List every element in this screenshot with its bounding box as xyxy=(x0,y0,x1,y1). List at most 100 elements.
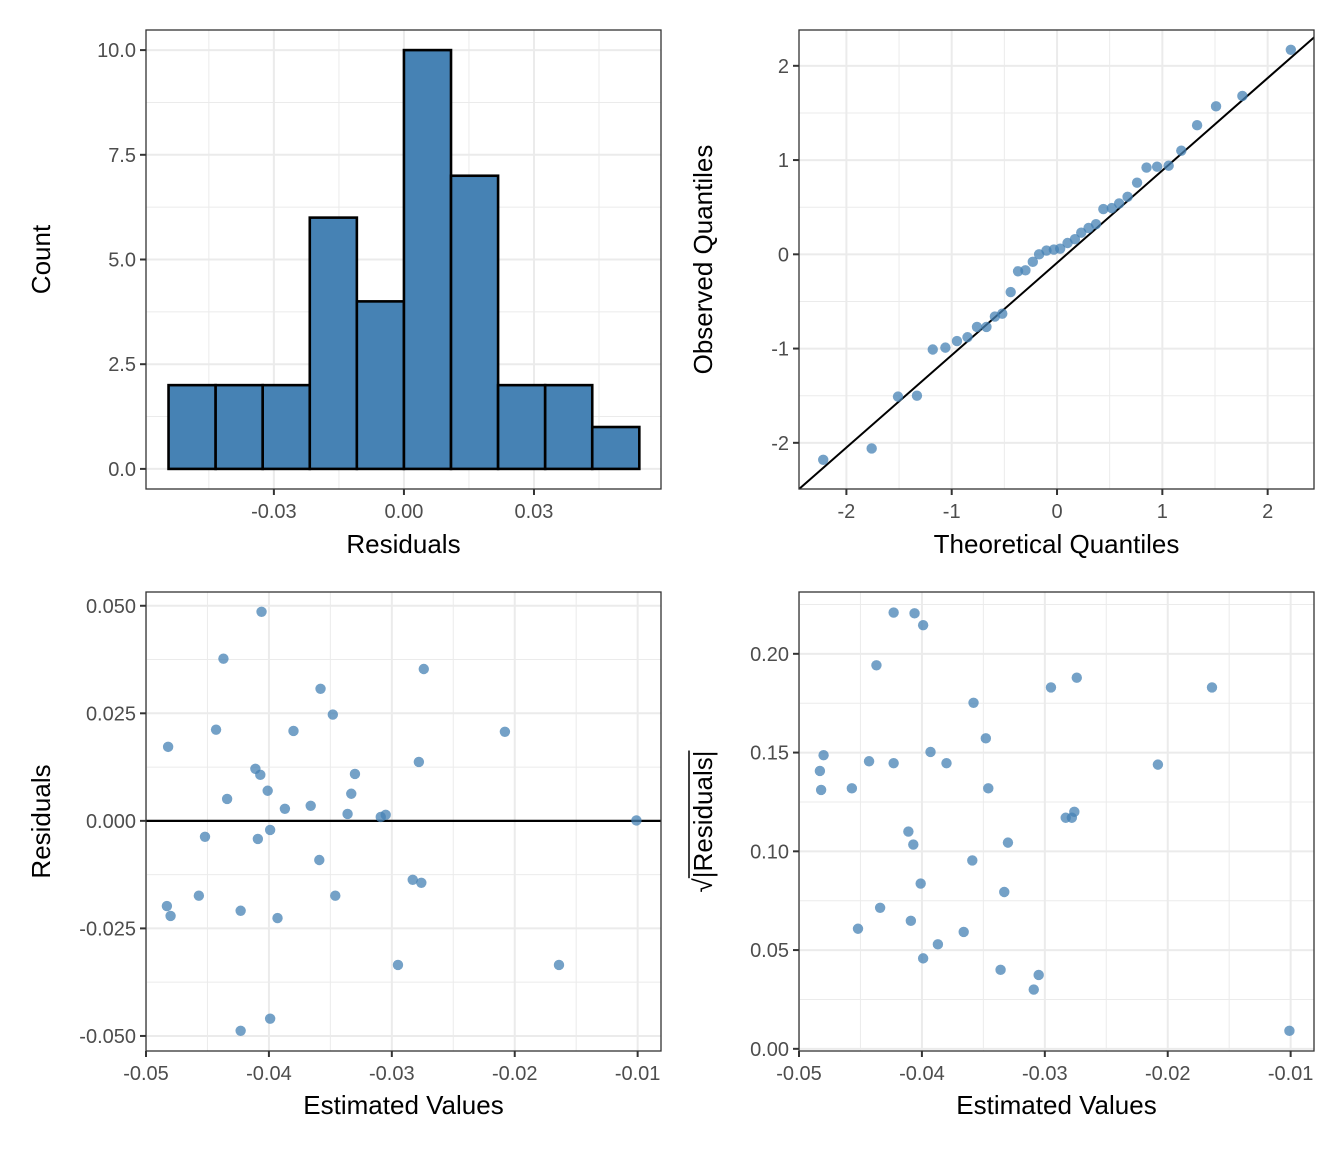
data-point xyxy=(941,758,952,769)
data-point xyxy=(252,833,264,845)
y-axis-title: Count xyxy=(26,224,56,294)
histogram-bar xyxy=(261,383,312,471)
data-point xyxy=(874,902,886,914)
data-point xyxy=(264,1013,276,1024)
data-point xyxy=(255,769,266,781)
data-point xyxy=(915,878,926,889)
data-point xyxy=(314,854,325,866)
data-point xyxy=(349,768,361,780)
data-point xyxy=(305,800,316,811)
gridlines xyxy=(799,592,1314,1051)
data-point xyxy=(1122,191,1133,203)
data-point xyxy=(818,454,829,465)
data-point xyxy=(235,905,246,916)
data-point xyxy=(971,321,983,333)
data-point xyxy=(814,765,826,777)
data-point xyxy=(407,874,418,885)
data-point xyxy=(940,342,951,353)
data-point xyxy=(1027,256,1039,268)
data-point xyxy=(1020,265,1031,276)
data-point xyxy=(235,1025,246,1036)
histogram-bar xyxy=(543,383,594,471)
data-point xyxy=(815,784,827,796)
x-tick-label: -0.04 xyxy=(899,1063,945,1085)
data-point xyxy=(256,606,267,617)
histogram-bar xyxy=(449,174,500,471)
data-point xyxy=(999,886,1010,898)
data-point xyxy=(161,900,173,912)
data-point xyxy=(903,826,914,837)
y-axis-title-text: |Residuals| xyxy=(688,751,718,879)
data-point xyxy=(892,391,904,402)
x-tick-label: -0.01 xyxy=(1268,1063,1314,1085)
data-point xyxy=(1045,682,1057,693)
data-point xyxy=(917,619,929,631)
histogram-bar xyxy=(355,300,406,471)
x-axis-title: Estimated Values xyxy=(956,1090,1156,1120)
x-tick-label: -0.05 xyxy=(123,1063,169,1085)
plot-marks xyxy=(799,36,1314,489)
y-tick-label: 0.0 xyxy=(108,459,136,481)
x-tick-label: -0.03 xyxy=(251,501,297,523)
data-point xyxy=(909,608,920,619)
data-point xyxy=(272,912,283,924)
y-axis-title: Residuals xyxy=(26,764,56,878)
data-point xyxy=(315,683,326,694)
data-point xyxy=(392,959,404,971)
data-point xyxy=(925,746,936,758)
data-point xyxy=(1005,286,1016,298)
data-point xyxy=(380,809,391,821)
panel-border xyxy=(798,591,1315,1052)
data-point xyxy=(1152,759,1164,770)
data-point xyxy=(1069,234,1081,245)
data-point xyxy=(1151,161,1163,172)
data-point xyxy=(1090,218,1102,230)
x-tick-label: 1 xyxy=(1157,501,1168,523)
y-tick-label: 0.025 xyxy=(86,703,136,725)
data-point xyxy=(210,724,222,735)
data-point xyxy=(1176,145,1187,156)
y-tick-label: 2.5 xyxy=(108,354,136,376)
x-axis-title: Estimated Values xyxy=(303,1090,503,1120)
data-point xyxy=(1191,119,1203,131)
x-axis-title: Theoretical Quantiles xyxy=(934,529,1180,559)
x-tick-label: 2 xyxy=(1262,501,1273,523)
x-tick-label: -2 xyxy=(837,501,855,523)
data-point xyxy=(288,725,299,737)
data-point xyxy=(346,788,357,799)
data-point xyxy=(888,607,899,618)
data-point xyxy=(262,785,273,796)
data-point xyxy=(193,890,205,901)
data-point xyxy=(1069,806,1080,818)
y-tick-label: 0.15 xyxy=(750,743,789,765)
data-point xyxy=(1098,203,1109,215)
data-point xyxy=(911,390,923,401)
data-point xyxy=(932,939,944,950)
data-point xyxy=(1141,162,1152,173)
data-point xyxy=(908,839,919,850)
histogram-bar xyxy=(308,216,359,471)
y-axis-title: Observed Quantiles xyxy=(688,145,718,375)
data-point xyxy=(846,783,858,794)
data-point xyxy=(1163,160,1174,171)
data-point xyxy=(162,741,174,753)
data-point xyxy=(264,824,276,836)
data-point xyxy=(917,953,929,964)
y-tick-label: 10.0 xyxy=(97,40,136,62)
x-axis-title: Residuals xyxy=(346,529,460,559)
data-point xyxy=(418,663,429,675)
y-tick-label: 0.20 xyxy=(750,644,789,666)
histogram-bar xyxy=(496,383,547,471)
x-tick-label: -0.01 xyxy=(615,1063,661,1085)
x-tick-label: -1 xyxy=(943,501,961,523)
data-point xyxy=(413,756,425,768)
residuals-vs-fitted-panel: -0.05 -0.04 -0.03 -0.02 -0.01 -0.050 -0.025 0.0… xyxy=(26,591,662,1120)
qq-plot-panel: -2 -1 0 1 2 -2 -1 0 1 2 Theoretical Quantiles Obser… xyxy=(688,29,1315,559)
data-point xyxy=(1071,672,1082,683)
x-tick-label: -0.02 xyxy=(1145,1063,1191,1085)
data-point xyxy=(818,749,829,761)
y-tick-label: 0.05 xyxy=(750,940,789,962)
sqrt-symbol: √ xyxy=(688,877,718,892)
data-point xyxy=(416,877,427,889)
